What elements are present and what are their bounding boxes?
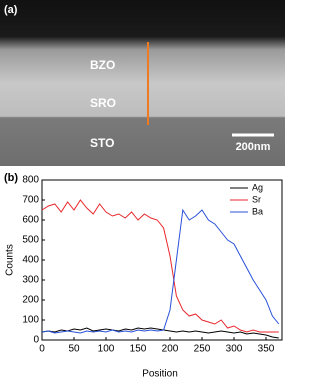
x-tick-label: 150 (130, 344, 147, 355)
y-tick-label: 600 (22, 215, 39, 226)
legend-label: Sr (252, 194, 261, 204)
x-tick-label: 50 (68, 344, 80, 355)
series-line (41, 199, 279, 333)
series-line (41, 208, 280, 334)
x-tick-label: 250 (194, 344, 211, 355)
legend-label: Ba (252, 206, 263, 216)
y-tick-label: 0 (33, 335, 39, 346)
y-tick-label: 700 (22, 195, 39, 206)
micrograph (0, 0, 285, 166)
series-line (41, 327, 279, 339)
panel-label: (a) (4, 4, 18, 16)
x-tick-label: 200 (162, 344, 179, 355)
y-tick-label: 200 (22, 295, 39, 306)
legend-label: Ag (252, 182, 263, 192)
x-tick-label: 100 (98, 344, 115, 355)
x-tick-label: 0 (39, 344, 45, 355)
y-tick-label: 300 (22, 275, 39, 286)
x-tick-label: 300 (226, 344, 243, 355)
x-axis-label: Position (142, 369, 178, 380)
y-tick-label: 400 (22, 255, 39, 266)
x-tick-label: 350 (258, 344, 275, 355)
y-tick-label: 800 (22, 175, 39, 186)
layer-label: BZO (90, 58, 115, 72)
layer-label: SRO (90, 96, 116, 110)
y-tick-label: 100 (22, 315, 39, 326)
y-tick-label: 500 (22, 235, 39, 246)
panel-label: (b) (4, 172, 18, 184)
figure: (a) BZO SRO STO 200nm (b) Position Count… (0, 0, 285, 380)
scale-label: 200nm (236, 141, 271, 153)
y-axis-label: Counts (5, 244, 16, 276)
layer-label: STO (90, 136, 114, 150)
